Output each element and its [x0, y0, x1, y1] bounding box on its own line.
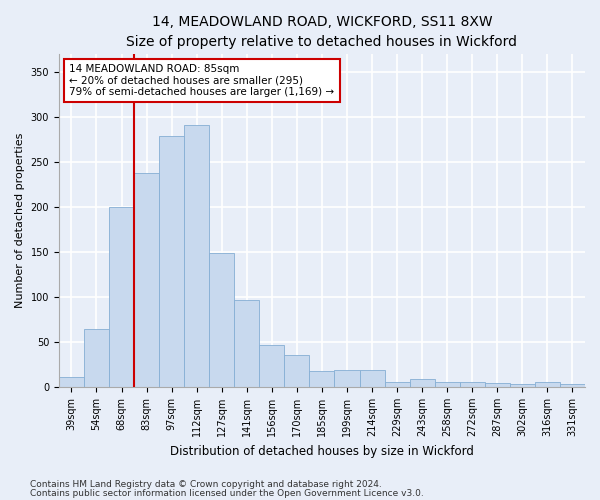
Bar [485, 384, 510, 387]
Bar [410, 379, 434, 387]
Bar [510, 384, 535, 387]
Bar [310, 370, 334, 387]
Bar [560, 384, 585, 387]
Text: Contains HM Land Registry data © Crown copyright and database right 2024.: Contains HM Land Registry data © Crown c… [30, 480, 382, 489]
Bar [535, 382, 560, 387]
Bar [234, 300, 259, 387]
Text: 14 MEADOWLAND ROAD: 85sqm
← 20% of detached houses are smaller (295)
79% of semi: 14 MEADOWLAND ROAD: 85sqm ← 20% of detac… [70, 64, 335, 97]
Bar [284, 356, 310, 387]
Bar [460, 382, 485, 387]
Title: 14, MEADOWLAND ROAD, WICKFORD, SS11 8XW
Size of property relative to detached ho: 14, MEADOWLAND ROAD, WICKFORD, SS11 8XW … [127, 15, 517, 48]
Bar [159, 136, 184, 387]
Bar [209, 253, 234, 387]
Y-axis label: Number of detached properties: Number of detached properties [15, 132, 25, 308]
Bar [334, 370, 359, 387]
Bar [109, 207, 134, 387]
Bar [259, 344, 284, 387]
Bar [359, 370, 385, 387]
Bar [434, 382, 460, 387]
Bar [59, 377, 84, 387]
Bar [134, 172, 159, 387]
Bar [184, 125, 209, 387]
Bar [84, 330, 109, 387]
Bar [385, 382, 410, 387]
X-axis label: Distribution of detached houses by size in Wickford: Distribution of detached houses by size … [170, 444, 474, 458]
Text: Contains public sector information licensed under the Open Government Licence v3: Contains public sector information licen… [30, 489, 424, 498]
